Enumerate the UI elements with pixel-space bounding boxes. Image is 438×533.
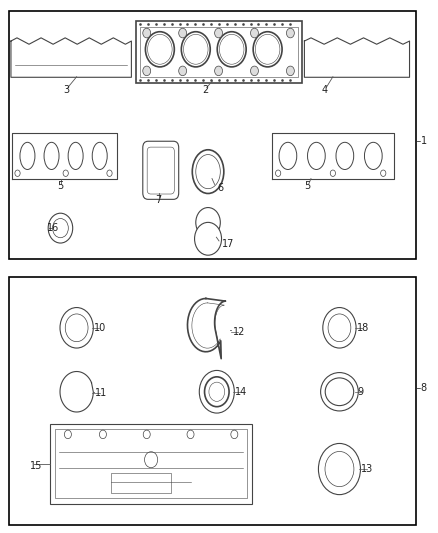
Circle shape [251,66,258,76]
Circle shape [323,308,356,348]
Circle shape [60,308,93,348]
Text: 17: 17 [222,239,234,249]
Bar [55,429,247,498]
Ellipse shape [279,142,297,169]
Ellipse shape [44,142,59,169]
Ellipse shape [364,142,382,169]
Circle shape [253,32,282,67]
Circle shape [194,222,222,255]
Text: 12: 12 [233,327,245,336]
Bar [136,21,302,83]
Text: 3: 3 [64,85,70,94]
Text: 2: 2 [202,85,208,94]
Text: 5: 5 [304,181,311,191]
Circle shape [318,443,360,495]
Circle shape [286,28,294,38]
Text: 16: 16 [47,223,60,233]
Text: 15: 15 [30,461,42,471]
Ellipse shape [307,142,325,169]
Ellipse shape [92,142,107,169]
Circle shape [199,370,234,413]
Circle shape [99,430,106,439]
Ellipse shape [192,150,224,193]
Text: 13: 13 [361,464,374,474]
Text: 6: 6 [217,183,223,192]
Circle shape [143,28,151,38]
Circle shape [215,66,223,76]
Bar [111,473,171,493]
Text: 7: 7 [155,195,161,205]
Bar [140,27,298,77]
Circle shape [231,430,238,439]
Circle shape [143,430,150,439]
Bar [9,277,416,525]
Text: 8: 8 [420,383,427,393]
Bar [50,424,252,504]
Text: 4: 4 [322,85,328,94]
Circle shape [187,430,194,439]
Bar [9,11,416,259]
Circle shape [145,32,174,67]
Circle shape [286,66,294,76]
Text: 18: 18 [357,323,369,333]
Circle shape [181,32,210,67]
Text: 11: 11 [95,388,107,398]
Text: 9: 9 [357,387,363,397]
Ellipse shape [20,142,35,169]
Circle shape [179,66,187,76]
Text: 5: 5 [57,181,63,191]
Circle shape [48,213,73,243]
Circle shape [64,430,71,439]
Ellipse shape [68,142,83,169]
Ellipse shape [336,142,354,169]
Circle shape [196,207,220,237]
Circle shape [179,28,187,38]
Circle shape [251,28,258,38]
Text: 1: 1 [420,136,427,146]
Circle shape [215,28,223,38]
Ellipse shape [321,373,358,411]
Circle shape [143,66,151,76]
Circle shape [217,32,246,67]
Text: 10: 10 [94,323,106,333]
Text: 14: 14 [235,387,247,397]
